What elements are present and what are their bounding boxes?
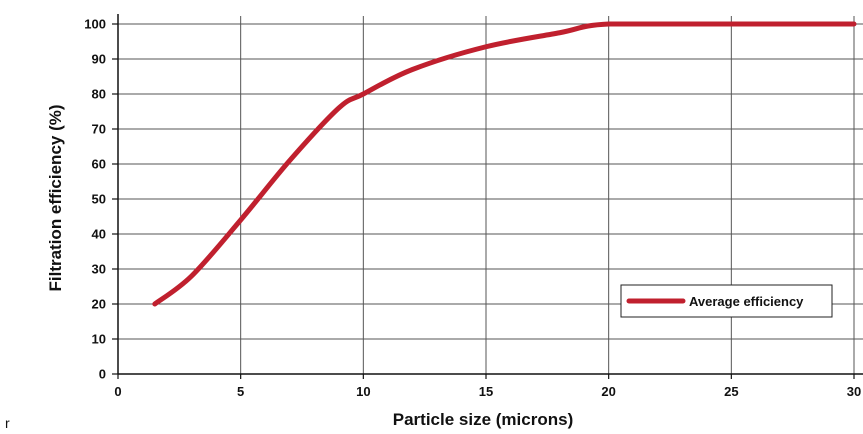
y-tick-labels: 0 10 20 30 40 50 60 70 80 90 100: [84, 17, 106, 382]
stray-text: r: [5, 415, 10, 431]
x-tick-label: 0: [114, 384, 121, 399]
series-line-average-efficiency: [152, 21, 857, 307]
legend: Average efficiency: [620, 284, 833, 318]
y-tick-label: 70: [92, 122, 106, 137]
y-tick-label: 20: [92, 297, 106, 312]
grid: [118, 16, 863, 374]
y-axis-title: Filtration efficiency (%): [46, 104, 65, 291]
x-axis-title: Particle size (microns): [393, 410, 573, 429]
x-tick-label: 15: [479, 384, 493, 399]
y-tick-label: 80: [92, 87, 106, 102]
legend-label: Average efficiency: [689, 294, 804, 309]
y-tick-label: 10: [92, 332, 106, 347]
x-tick-label: 20: [601, 384, 615, 399]
x-tick-label: 5: [237, 384, 244, 399]
y-tick-label: 50: [92, 192, 106, 207]
y-tick-label: 0: [99, 367, 106, 382]
x-tick-label: 10: [356, 384, 370, 399]
y-tick-label: 90: [92, 52, 106, 67]
y-tick-label: 60: [92, 157, 106, 172]
y-tick-label: 40: [92, 227, 106, 242]
y-tick-label: 30: [92, 262, 106, 277]
series-group: [152, 21, 857, 307]
x-tick-label: 25: [724, 384, 738, 399]
x-tick-label: 30: [847, 384, 861, 399]
x-tick-labels: 0 5 10 15 20 25 30: [114, 384, 861, 399]
axes: [112, 14, 863, 379]
y-tick-label: 100: [84, 17, 106, 32]
